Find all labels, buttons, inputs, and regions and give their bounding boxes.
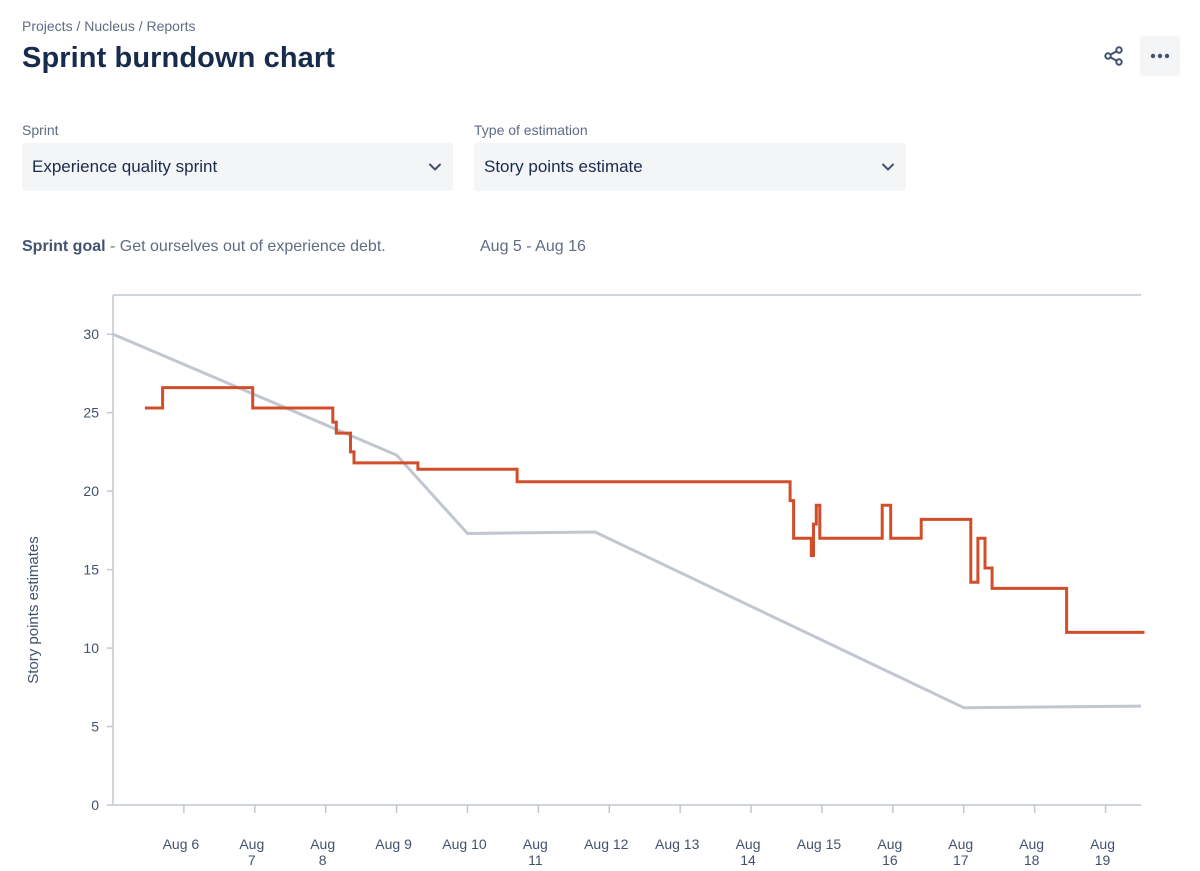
x-tick-label: Aug 17 xyxy=(948,836,973,868)
y-tick-label: 15 xyxy=(83,562,99,578)
breadcrumb: Projects / Nucleus / Reports xyxy=(22,18,196,34)
y-tick-label: 0 xyxy=(91,797,99,813)
y-axis-title: Story points estimates xyxy=(25,536,42,684)
x-tick-label: Aug 6 xyxy=(163,836,200,852)
x-tick-label: Aug 10 xyxy=(442,836,487,852)
sprint-goal: Sprint goal - Get ourselves out of exper… xyxy=(22,238,386,256)
y-tick-label: 10 xyxy=(83,640,99,656)
x-tick-label: Aug 15 xyxy=(797,836,842,852)
x-tick-label: Aug 9 xyxy=(375,836,412,852)
sprint-date-range: Aug 5 - Aug 16 xyxy=(480,238,586,255)
chevron-down-icon xyxy=(429,163,441,171)
x-tick-label: Aug 16 xyxy=(877,836,902,868)
estimation-select[interactable]: Story points estimate xyxy=(474,143,906,191)
y-tick-label: 5 xyxy=(91,719,99,735)
sprint-select-value: Experience quality sprint xyxy=(32,157,218,176)
x-tick-label: Aug 13 xyxy=(655,836,700,852)
x-tick-label: Aug 11 xyxy=(523,836,548,868)
more-actions-button[interactable] xyxy=(1140,36,1180,76)
y-tick-label: 20 xyxy=(83,483,99,499)
x-tick-label: Aug 7 xyxy=(239,836,264,868)
estimation-select-label: Type of estimation xyxy=(474,122,588,138)
y-tick-label: 30 xyxy=(83,326,99,342)
chevron-down-icon xyxy=(882,163,894,171)
estimation-select-value: Story points estimate xyxy=(484,157,643,176)
guideline-line xyxy=(112,332,1142,710)
more-horizontal-icon xyxy=(1150,53,1170,59)
share-button[interactable] xyxy=(1096,38,1132,74)
sprint-goal-text: Get ourselves out of experience debt. xyxy=(119,238,386,255)
x-tick-label: Aug 19 xyxy=(1090,836,1115,868)
x-tick-label: Aug 12 xyxy=(584,836,629,852)
sprint-goal-separator: - xyxy=(105,238,120,255)
sprint-select-label: Sprint xyxy=(22,122,59,138)
sprint-goal-label: Sprint goal xyxy=(22,238,106,255)
page-title: Sprint burndown chart xyxy=(22,42,336,74)
x-tick-label: Aug 8 xyxy=(310,836,335,868)
remaining-work-line xyxy=(144,386,1145,634)
share-icon xyxy=(1104,46,1123,66)
x-tick-label: Aug 14 xyxy=(736,836,761,868)
y-tick-label: 25 xyxy=(83,405,99,421)
sprint-select[interactable]: Experience quality sprint xyxy=(22,143,453,191)
x-tick-label: Aug 18 xyxy=(1019,836,1044,868)
